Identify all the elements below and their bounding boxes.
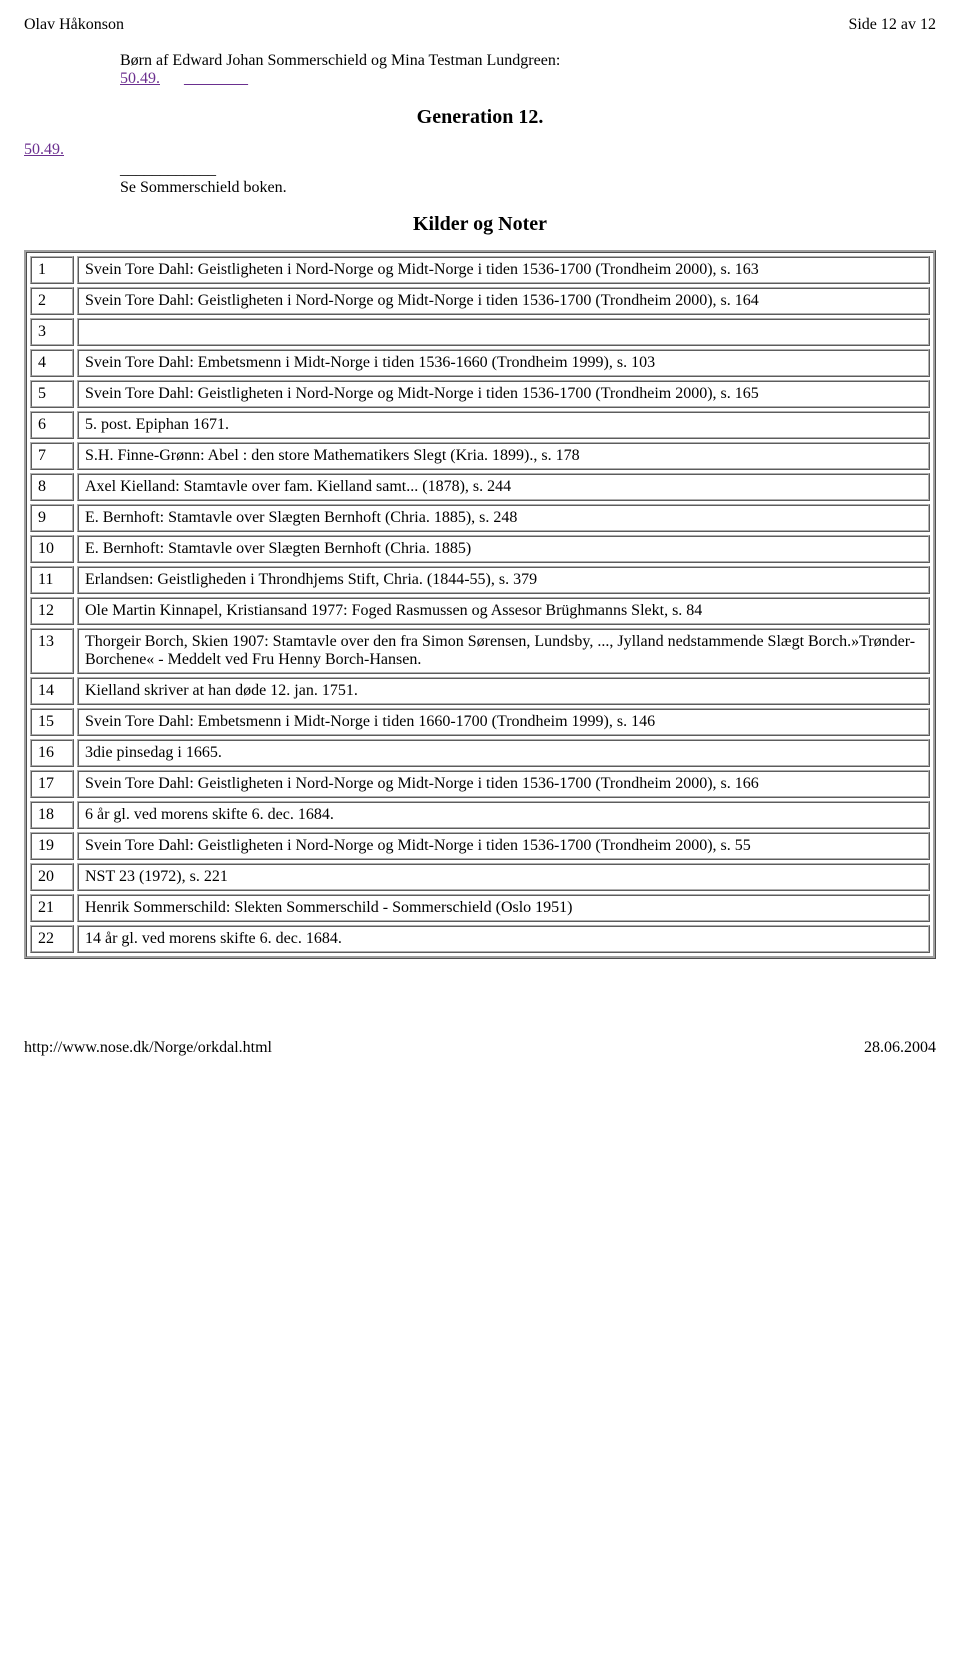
note-number: 1: [30, 256, 74, 284]
note-number: 2: [30, 287, 74, 315]
note-number: 7: [30, 442, 74, 470]
note-text: 5. post. Epiphan 1671.: [77, 411, 930, 439]
child-link-row: 50.49. ________: [120, 70, 936, 88]
note-number: 18: [30, 801, 74, 829]
table-row: 19Svein Tore Dahl: Geistligheten i Nord-…: [30, 832, 930, 860]
child-blank-link[interactable]: ________: [184, 70, 248, 88]
note-text: E. Bernhoft: Stamtavle over Slægten Bern…: [77, 535, 930, 563]
table-row: 20NST 23 (1972), s. 221: [30, 863, 930, 891]
note-number: 6: [30, 411, 74, 439]
note-text: Ole Martin Kinnapel, Kristiansand 1977: …: [77, 597, 930, 625]
note-number: 19: [30, 832, 74, 860]
table-row: 10E. Bernhoft: Stamtavle over Slægten Be…: [30, 535, 930, 563]
note-text: Svein Tore Dahl: Embetsmenn i Midt-Norge…: [77, 708, 930, 736]
entry-line2: ____________: [120, 161, 936, 179]
table-row: 21Henrik Sommerschild: Slekten Sommersch…: [30, 894, 930, 922]
note-text: [77, 318, 930, 346]
table-row: 4Svein Tore Dahl: Embetsmenn i Midt-Norg…: [30, 349, 930, 377]
note-number: 22: [30, 925, 74, 953]
table-row: 3: [30, 318, 930, 346]
note-number: 21: [30, 894, 74, 922]
table-row: 17Svein Tore Dahl: Geistligheten i Nord-…: [30, 770, 930, 798]
note-number: 11: [30, 566, 74, 594]
note-text: Axel Kielland: Stamtavle over fam. Kiell…: [77, 473, 930, 501]
table-row: 65. post. Epiphan 1671.: [30, 411, 930, 439]
table-row: 13Thorgeir Borch, Skien 1907: Stamtavle …: [30, 628, 930, 674]
table-row: 163die pinsedag i 1665.: [30, 739, 930, 767]
note-number: 20: [30, 863, 74, 891]
note-text: S.H. Finne-Grønn: Abel : den store Mathe…: [77, 442, 930, 470]
page-footer: http://www.nose.dk/Norge/orkdal.html 28.…: [24, 1039, 936, 1057]
note-number: 15: [30, 708, 74, 736]
note-number: 10: [30, 535, 74, 563]
note-text: 14 år gl. ved morens skifte 6. dec. 1684…: [77, 925, 930, 953]
children-block: Børn af Edward Johan Sommerschield og Mi…: [120, 52, 936, 88]
note-number: 8: [30, 473, 74, 501]
table-row: 7S.H. Finne-Grønn: Abel : den store Math…: [30, 442, 930, 470]
page-header: Olav Håkonson Side 12 av 12: [24, 16, 936, 34]
note-text: Svein Tore Dahl: Embetsmenn i Midt-Norge…: [77, 349, 930, 377]
note-text: Erlandsen: Geistligheden i Throndhjems S…: [77, 566, 930, 594]
note-text: E. Bernhoft: Stamtavle over Slægten Bern…: [77, 504, 930, 532]
note-text: 3die pinsedag i 1665.: [77, 739, 930, 767]
note-text: NST 23 (1972), s. 221: [77, 863, 930, 891]
child-number-link[interactable]: 50.49.: [120, 70, 160, 88]
note-number: 17: [30, 770, 74, 798]
sources-heading: Kilder og Noter: [24, 213, 936, 236]
notes-table: 1Svein Tore Dahl: Geistligheten i Nord-N…: [24, 250, 936, 959]
note-text: Thorgeir Borch, Skien 1907: Stamtavle ov…: [77, 628, 930, 674]
entry-block: 50.49. ____________ Se Sommerschield bok…: [24, 141, 936, 197]
generation-heading: Generation 12.: [24, 106, 936, 129]
table-row: 5Svein Tore Dahl: Geistligheten i Nord-N…: [30, 380, 930, 408]
note-text: Svein Tore Dahl: Geistligheten i Nord-No…: [77, 287, 930, 315]
table-row: 8Axel Kielland: Stamtavle over fam. Kiel…: [30, 473, 930, 501]
note-number: 12: [30, 597, 74, 625]
table-row: 1Svein Tore Dahl: Geistligheten i Nord-N…: [30, 256, 930, 284]
table-row: 12Ole Martin Kinnapel, Kristiansand 1977…: [30, 597, 930, 625]
note-number: 16: [30, 739, 74, 767]
header-left: Olav Håkonson: [24, 16, 124, 34]
note-text: Svein Tore Dahl: Geistligheten i Nord-No…: [77, 256, 930, 284]
note-text: 6 år gl. ved morens skifte 6. dec. 1684.: [77, 801, 930, 829]
note-number: 3: [30, 318, 74, 346]
table-row: 15Svein Tore Dahl: Embetsmenn i Midt-Nor…: [30, 708, 930, 736]
note-text: Svein Tore Dahl: Geistligheten i Nord-No…: [77, 380, 930, 408]
table-row: 2Svein Tore Dahl: Geistligheten i Nord-N…: [30, 287, 930, 315]
footer-date: 28.06.2004: [864, 1039, 936, 1057]
children-intro: Børn af Edward Johan Sommerschield og Mi…: [120, 52, 936, 70]
note-number: 4: [30, 349, 74, 377]
note-text: Svein Tore Dahl: Geistligheten i Nord-No…: [77, 832, 930, 860]
table-row: 186 år gl. ved morens skifte 6. dec. 168…: [30, 801, 930, 829]
note-number: 13: [30, 628, 74, 674]
table-row: 14Kielland skriver at han døde 12. jan. …: [30, 677, 930, 705]
note-text: Kielland skriver at han døde 12. jan. 17…: [77, 677, 930, 705]
note-number: 9: [30, 504, 74, 532]
entry-sub: ____________ Se Sommerschield boken.: [120, 161, 936, 197]
note-number: 14: [30, 677, 74, 705]
entry-line3: Se Sommerschield boken.: [120, 179, 936, 197]
note-text: Henrik Sommerschild: Slekten Sommerschil…: [77, 894, 930, 922]
header-right: Side 12 av 12: [848, 16, 936, 34]
entry-number-link[interactable]: 50.49.: [24, 141, 64, 158]
table-row: 9E. Bernhoft: Stamtavle over Slægten Ber…: [30, 504, 930, 532]
footer-url: http://www.nose.dk/Norge/orkdal.html: [24, 1039, 272, 1057]
note-text: Svein Tore Dahl: Geistligheten i Nord-No…: [77, 770, 930, 798]
table-row: 11Erlandsen: Geistligheden i Throndhjems…: [30, 566, 930, 594]
note-number: 5: [30, 380, 74, 408]
table-row: 2214 år gl. ved morens skifte 6. dec. 16…: [30, 925, 930, 953]
